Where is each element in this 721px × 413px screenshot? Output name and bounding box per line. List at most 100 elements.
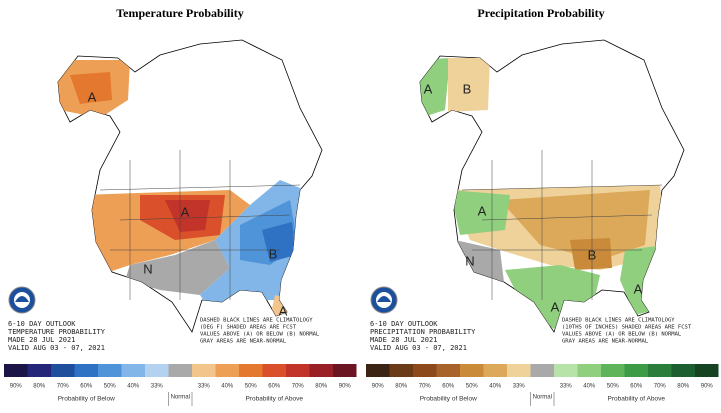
legend-note: VALUES ABOVE (A) OR BELOW (B) NORMAL xyxy=(200,332,320,338)
legend-label: 60% xyxy=(268,384,281,390)
map-label: N xyxy=(465,253,474,268)
legend-label: 80% xyxy=(315,384,328,390)
legend-label: 50% xyxy=(466,384,479,390)
legend-label: 70% xyxy=(419,384,432,390)
legend-swatch xyxy=(145,364,169,377)
legend-swatch xyxy=(286,364,310,377)
legend-label: 33% xyxy=(198,384,211,390)
legend-label: 90% xyxy=(701,384,714,390)
legend-swatch xyxy=(215,364,239,377)
legend-label: 60% xyxy=(442,384,455,390)
legend-swatch xyxy=(671,364,695,377)
legend-swatch xyxy=(554,364,578,377)
outlook-text: PRECIPITATION PROBABILITY xyxy=(370,328,476,336)
legend-note: GRAY AREAS ARE NEAR-NORMAL xyxy=(200,339,287,345)
precipitation-map: Precipitation Probability A B A B N A A xyxy=(370,6,685,333)
outlook-text: MADE 28 JUL 2021 xyxy=(370,336,437,344)
outlook-text: VALID AUG 03 - 07, 2021 xyxy=(8,344,105,352)
legend-swatch xyxy=(168,364,192,377)
map-label: A xyxy=(279,303,288,318)
legend-swatch xyxy=(389,364,413,377)
legend-swatch xyxy=(121,364,145,377)
legend-swatch xyxy=(309,364,333,377)
legend-label: 50% xyxy=(104,384,117,390)
legend-title: Probability of Above xyxy=(608,396,666,403)
legend-title: Probability of Below xyxy=(420,396,477,403)
legend-label: 80% xyxy=(395,384,408,390)
legend-label: 33% xyxy=(151,384,164,390)
map-label: A xyxy=(478,203,487,218)
legend-label: 50% xyxy=(245,384,258,390)
legend-label: 90% xyxy=(339,384,352,390)
map-label: B xyxy=(588,247,597,262)
legend-swatch xyxy=(695,364,719,377)
legend-swatch xyxy=(507,364,531,377)
legend-note: DASHED BLACK LINES ARE CLIMATOLOGY xyxy=(200,318,313,324)
legend-normal: Normal xyxy=(533,395,552,401)
map-label: N xyxy=(143,261,152,276)
noaa-logo xyxy=(370,286,398,314)
legend-swatch xyxy=(239,364,263,377)
legend-swatch xyxy=(577,364,601,377)
legend-label: 40% xyxy=(127,384,140,390)
outlook-text: VALID AUG 03 - 07, 2021 xyxy=(370,344,467,352)
legend-swatch xyxy=(192,364,216,377)
map-label: A xyxy=(181,204,190,219)
legend-title: Probability of Below xyxy=(58,396,115,403)
panel-title: Precipitation Probability xyxy=(477,6,604,20)
temperature-map: Temperature Probability A A B N A xyxy=(8,6,323,333)
legend-label: 60% xyxy=(80,384,93,390)
legend-swatch xyxy=(262,364,286,377)
legend-note: DASHED BLACK LINES ARE CLIMATOLOGY xyxy=(562,318,675,324)
outlook-text: 6-10 DAY OUTLOOK xyxy=(370,320,438,328)
legend-swatch xyxy=(98,364,122,377)
legend-label: 90% xyxy=(372,384,385,390)
legend-swatch xyxy=(366,364,390,377)
legend-note: (DEG F) SHADED AREAS ARE FCST xyxy=(200,325,297,331)
map-label: A xyxy=(551,299,560,314)
legend-label: 70% xyxy=(57,384,70,390)
map-label: B xyxy=(269,246,278,261)
legend-label: 90% xyxy=(10,384,23,390)
legend-normal: Normal xyxy=(171,395,190,401)
legend-swatch xyxy=(333,364,357,377)
legend-label: 60% xyxy=(630,384,643,390)
map-label: A xyxy=(88,89,97,104)
map-label: B xyxy=(463,81,472,96)
legend-label: 80% xyxy=(677,384,690,390)
legend-label: 33% xyxy=(560,384,573,390)
legend-swatch xyxy=(436,364,460,377)
legend-swatch xyxy=(4,364,28,377)
legend-title: Probability of Above xyxy=(246,396,304,403)
legend-swatch xyxy=(601,364,625,377)
legend-label: 40% xyxy=(221,384,234,390)
legend-label: 70% xyxy=(654,384,667,390)
noaa-logo xyxy=(8,286,36,314)
map-label: A xyxy=(424,81,433,96)
legend-swatch xyxy=(530,364,554,377)
map-label: A xyxy=(634,281,643,296)
legend-swatch xyxy=(624,364,648,377)
legend-label: 40% xyxy=(489,384,502,390)
legend-note: VALUES ABOVE (A) OR BELOW (B) NORMAL xyxy=(562,332,682,338)
legend-swatch xyxy=(483,364,507,377)
legend-note: GRAY AREAS ARE NEAR-NORMAL xyxy=(562,339,649,345)
outlook-text: 6-10 DAY OUTLOOK xyxy=(8,320,76,328)
legend-swatch xyxy=(460,364,484,377)
legend-swatch xyxy=(648,364,672,377)
legend-swatch xyxy=(74,364,98,377)
outlook-text: TEMPERATURE PROBABILITY xyxy=(8,328,106,336)
legend-label: 33% xyxy=(513,384,526,390)
legend-label: 70% xyxy=(292,384,305,390)
panel-title: Temperature Probability xyxy=(116,6,243,20)
legend-label: 80% xyxy=(33,384,46,390)
legend-label: 50% xyxy=(607,384,620,390)
legend-swatch xyxy=(413,364,437,377)
legend-swatch xyxy=(27,364,51,377)
legend-swatch xyxy=(51,364,75,377)
legend-note: (10THS OF INCHES) SHADED AREAS ARE FCST xyxy=(562,325,692,331)
legend-label: 40% xyxy=(583,384,596,390)
outlook-text: MADE 28 JUL 2021 xyxy=(8,336,75,344)
